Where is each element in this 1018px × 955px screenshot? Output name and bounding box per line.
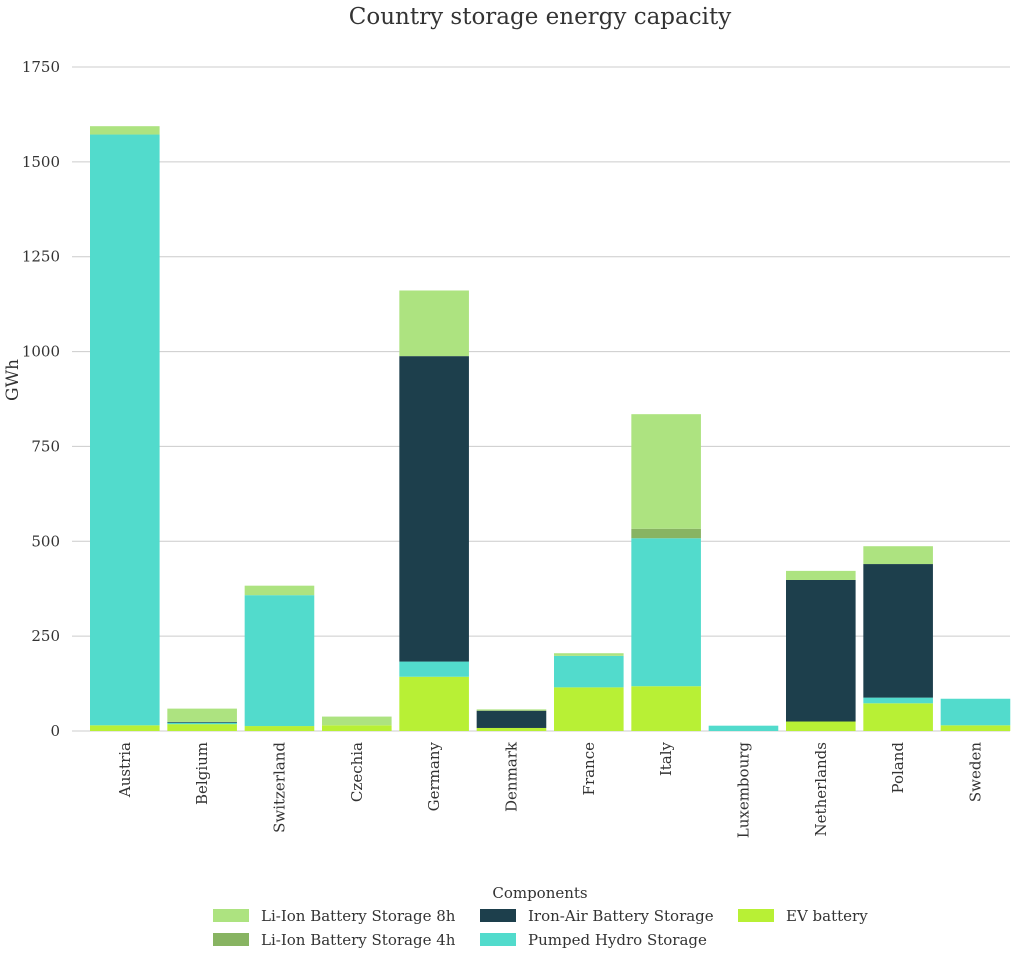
y-axis-label: GWh bbox=[3, 359, 23, 401]
bar-segment bbox=[554, 653, 624, 656]
bar-segment bbox=[399, 290, 469, 357]
bar-segment bbox=[476, 727, 547, 731]
bar-segment bbox=[399, 661, 469, 677]
bar-segment bbox=[631, 528, 701, 539]
gridlines bbox=[72, 66, 1010, 732]
bar-segment bbox=[322, 716, 392, 726]
x-tick-label: Poland bbox=[889, 742, 907, 794]
x-tick-label: Netherlands bbox=[812, 742, 830, 836]
bar-segment bbox=[90, 134, 160, 726]
x-tick-label: Czechia bbox=[348, 742, 366, 802]
bar-segment bbox=[631, 686, 701, 731]
bar-segment bbox=[399, 676, 469, 731]
bar-segment bbox=[90, 725, 160, 731]
legend-swatch bbox=[213, 933, 249, 946]
bar-segment bbox=[708, 725, 779, 731]
bar-segment bbox=[940, 698, 1011, 726]
legend-swatch bbox=[480, 933, 516, 946]
bar-segment bbox=[863, 564, 933, 698]
x-tick-label: Sweden bbox=[966, 742, 984, 802]
bar-segment bbox=[399, 356, 469, 662]
bar-segment bbox=[631, 414, 701, 529]
legend-label: Pumped Hydro Storage bbox=[528, 931, 707, 949]
bar-segment bbox=[631, 538, 701, 687]
bar-segment bbox=[90, 126, 160, 135]
bar-segment bbox=[167, 708, 237, 722]
bar-segment bbox=[786, 579, 856, 722]
y-axis-ticks: 0 250 500 750 1000 1250 1500 1750 bbox=[22, 58, 60, 740]
legend-label: Li-Ion Battery Storage 4h bbox=[261, 931, 456, 949]
legend-label: Li-Ion Battery Storage 8h bbox=[261, 907, 456, 925]
x-tick-label: France bbox=[580, 742, 598, 796]
y-tick-label: 1750 bbox=[22, 58, 60, 76]
chart-title: Country storage energy capacity bbox=[349, 4, 731, 30]
bar-segment bbox=[786, 721, 856, 731]
bar-segment bbox=[554, 687, 624, 731]
bars bbox=[90, 126, 1011, 731]
legend-label: EV battery bbox=[786, 907, 868, 925]
y-tick-label: 1250 bbox=[22, 248, 60, 266]
bar-segment bbox=[863, 546, 933, 565]
bar-segment bbox=[322, 725, 392, 731]
legend-title: Components bbox=[492, 884, 587, 902]
bar-segment bbox=[167, 721, 237, 723]
x-tick-label: Luxembourg bbox=[734, 742, 752, 839]
x-tick-label: Austria bbox=[116, 742, 134, 798]
y-tick-label: 250 bbox=[31, 627, 60, 645]
bar-segment bbox=[554, 655, 624, 688]
x-axis-ticks: Austria Belgium Switzerland Czechia Germany D… bbox=[116, 741, 985, 838]
legend: Components Li-Ion Battery Storage 8h Li-I… bbox=[213, 884, 868, 949]
y-tick-label: 1000 bbox=[22, 343, 60, 361]
bar-segment bbox=[244, 595, 315, 727]
bar-segment bbox=[863, 703, 933, 731]
bar-segment bbox=[167, 724, 237, 731]
bar-segment bbox=[476, 710, 547, 711]
bar-segment bbox=[863, 697, 933, 704]
y-tick-label: 750 bbox=[31, 437, 60, 455]
bar-segment bbox=[167, 722, 237, 725]
y-tick-label: 1500 bbox=[22, 153, 60, 171]
bar-segment bbox=[244, 585, 315, 596]
y-tick-label: 0 bbox=[50, 722, 60, 740]
legend-swatch bbox=[738, 909, 774, 922]
x-tick-label: Belgium bbox=[193, 742, 211, 805]
bar-segment bbox=[476, 709, 547, 711]
x-tick-label: Germany bbox=[425, 741, 443, 811]
legend-swatch bbox=[480, 909, 516, 922]
legend-label: Iron-Air Battery Storage bbox=[528, 907, 714, 925]
bar-segment bbox=[786, 570, 856, 580]
bar-segment bbox=[940, 725, 1011, 731]
legend-swatch bbox=[213, 909, 249, 922]
x-tick-label: Italy bbox=[657, 741, 675, 776]
bar-segment bbox=[244, 726, 315, 731]
bar-segment bbox=[476, 710, 547, 728]
x-tick-label: Denmark bbox=[502, 741, 520, 812]
x-tick-label: Switzerland bbox=[270, 742, 288, 833]
y-tick-label: 500 bbox=[31, 532, 60, 550]
